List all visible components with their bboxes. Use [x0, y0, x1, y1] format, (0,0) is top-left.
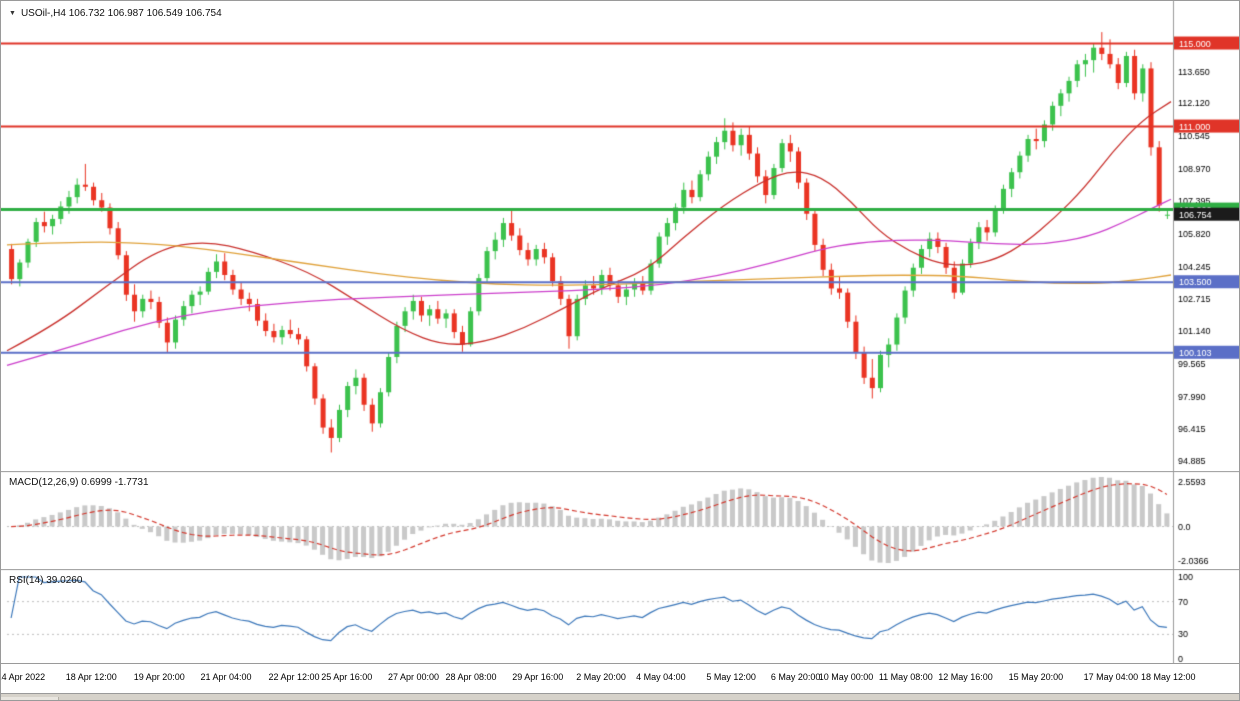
chart-tabs-bar: USOil-,H4: [1, 693, 1239, 700]
rsi-indicator-canvas[interactable]: [1, 569, 1239, 663]
time-axis-label: 25 Apr 16:00: [321, 672, 373, 682]
time-axis-label: 18 May 12:00: [1141, 672, 1196, 682]
macd-indicator-canvas[interactable]: [1, 471, 1239, 569]
time-axis-label: 12 May 16:00: [938, 672, 993, 682]
time-axis-label: 18 Apr 12:00: [65, 672, 117, 682]
macd-indicator-panel: MACD(12,26,9) 0.6999 -1.7731: [1, 471, 1239, 569]
time-axis-label: 2 May 20:00: [576, 672, 626, 682]
time-axis-label: 4 May 04:00: [636, 672, 686, 682]
main-chart-panel: ▼ USOil-,H4 106.732 106.987 106.549 106.7…: [1, 1, 1239, 471]
time-axis-label: 14 Apr 2022: [1, 672, 46, 682]
price-chart-canvas[interactable]: [1, 1, 1239, 471]
time-axis-label: 17 May 04:00: [1083, 672, 1139, 682]
time-axis-label: 6 May 20:00: [770, 672, 821, 682]
time-axis-label: 5 May 12:00: [706, 672, 756, 682]
time-axis-label: 19 Apr 20:00: [133, 672, 185, 682]
time-axis-label: 15 May 20:00: [1008, 672, 1064, 682]
time-axis-label: 10 May 00:00: [818, 672, 874, 682]
time-axis-label: 27 Apr 00:00: [388, 672, 440, 682]
time-axis-label: 21 Apr 04:00: [200, 672, 252, 682]
rsi-indicator-panel: RSI(14) 39.0260: [1, 569, 1239, 663]
time-axis-label: 22 Apr 12:00: [268, 672, 320, 682]
time-axis[interactable]: 14 Apr 2022 18 Apr 12:00 19 Apr 20:00 21 Ap…: [1, 663, 1239, 693]
chart-tab-usoil-h4[interactable]: USOil-,H4: [1, 697, 59, 700]
time-axis-label: 28 Apr 08:00: [445, 672, 497, 682]
time-axis-label: 11 May 08:00: [878, 672, 933, 682]
time-axis-label: 29 Apr 16:00: [512, 672, 564, 682]
